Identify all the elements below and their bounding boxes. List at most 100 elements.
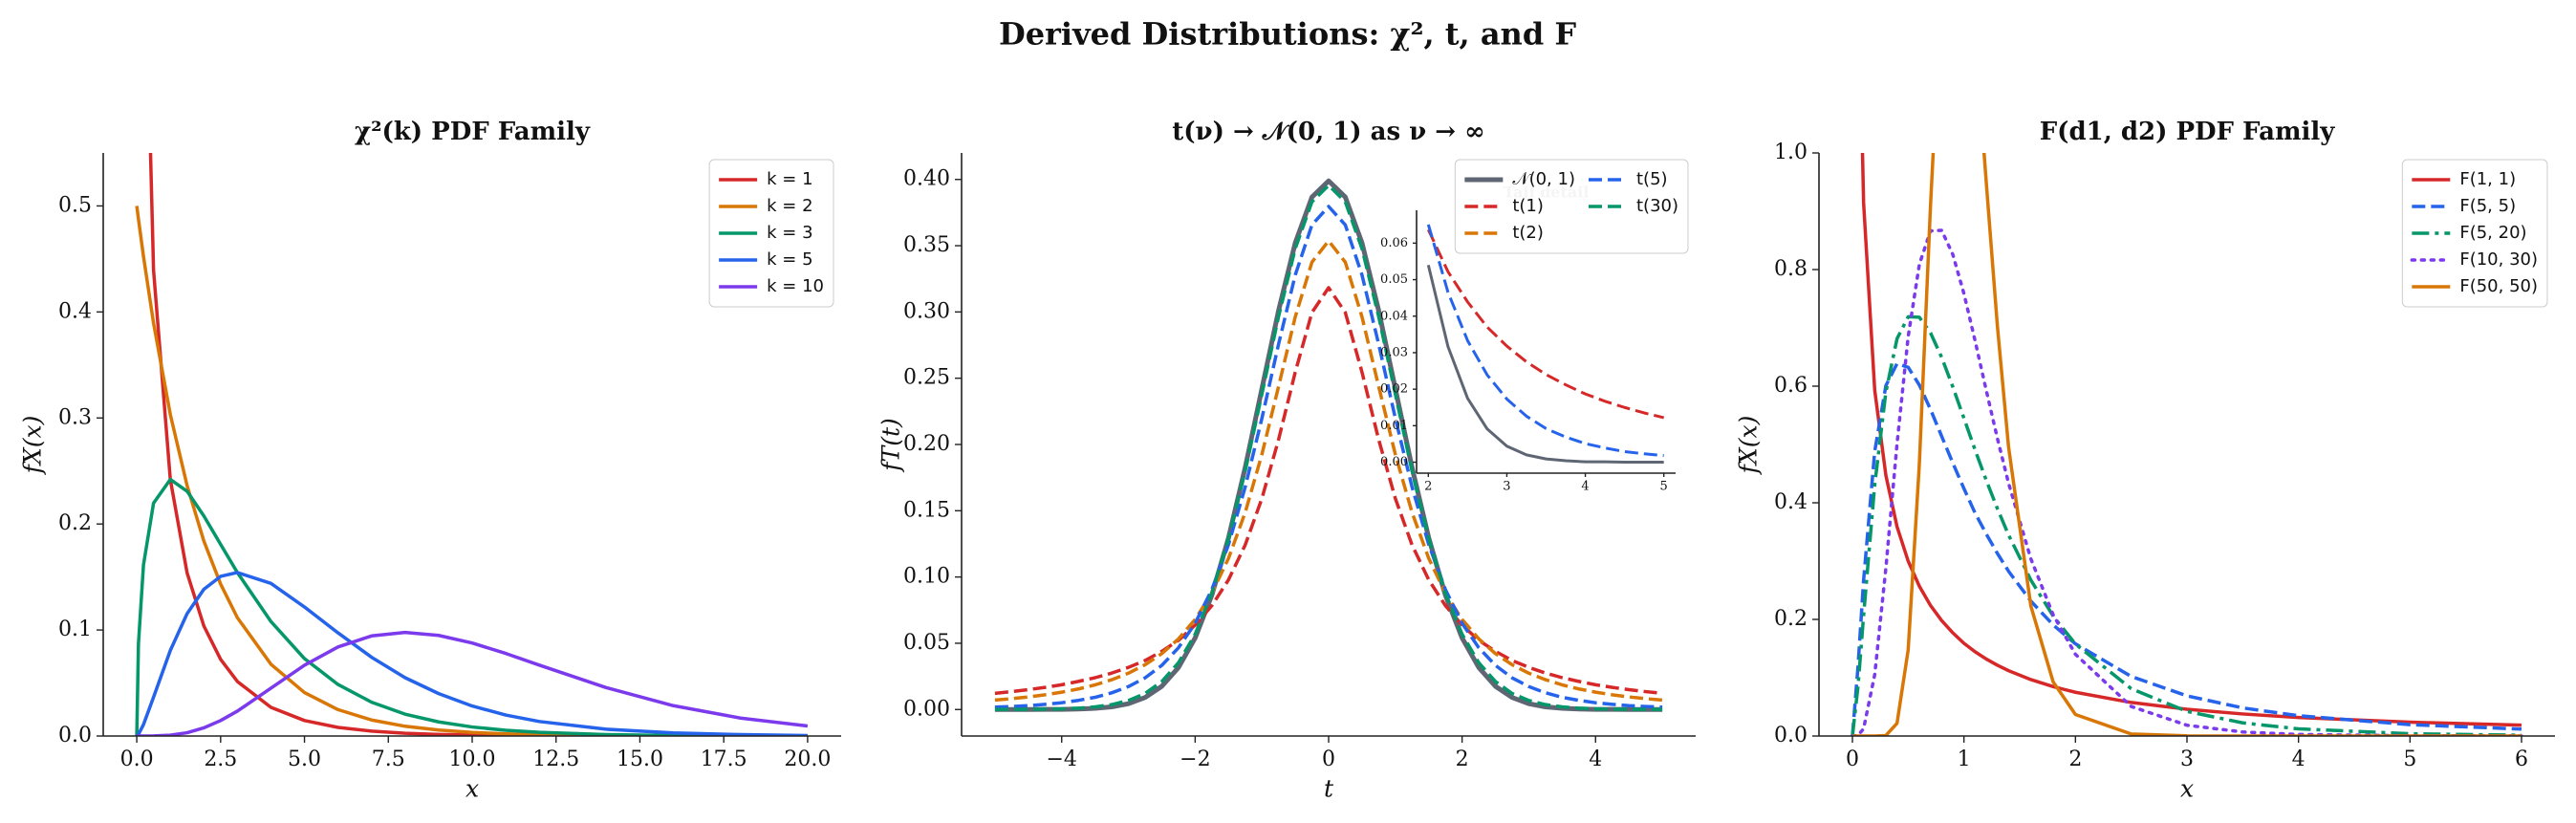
series-line	[994, 205, 1663, 709]
legend-label: k = 3	[767, 223, 812, 243]
y-axis-label: fT(t)	[877, 418, 905, 472]
series-line	[1851, 228, 2523, 736]
series-line	[1851, 314, 2522, 736]
plot-area	[994, 178, 1663, 712]
y-tick-label: 0.8	[1774, 257, 1808, 281]
y-tick-label: 0.6	[1774, 374, 1808, 398]
legend-label: F(1, 1)	[2459, 169, 2516, 189]
y-tick-label: 0.06	[1380, 236, 1408, 250]
legend-box	[1454, 159, 1689, 254]
y-tick-label: 0.05	[903, 631, 950, 655]
figure-title: Derived Distributions: χ², t, and F	[999, 16, 1576, 53]
y-tick-label: 0.00	[1380, 455, 1408, 469]
y-axis-label: fX(x)	[1735, 416, 1763, 476]
plot-area	[1426, 224, 1665, 465]
legend-label: 𝒩(0, 1)	[1512, 169, 1575, 189]
y-axis-label: fX(x)	[19, 416, 47, 476]
y-tick-label: 0.4	[58, 299, 92, 323]
x-tick-label: 2	[1456, 747, 1469, 771]
series-line	[1426, 224, 1664, 458]
x-tick-label: −4	[1047, 747, 1077, 771]
x-tick-label: 5	[1660, 480, 1668, 494]
legend-box	[708, 159, 834, 308]
y-tick-label: 0.4	[1774, 490, 1808, 514]
series-line	[994, 286, 1663, 696]
x-tick-label: 0.0	[120, 747, 154, 771]
legend-label: k = 5	[767, 249, 812, 270]
y-tick-label: 0.04	[1380, 309, 1408, 323]
y-tick-label: 0.35	[903, 233, 950, 257]
series-line	[135, 206, 808, 736]
series-line	[1426, 228, 1665, 420]
y-tick-label: 0.40	[903, 167, 950, 191]
legend-label: F(10, 30)	[2459, 249, 2538, 270]
legend-label: t(30)	[1636, 196, 1678, 216]
subplot-title: χ²(k) PDF Family	[355, 118, 591, 146]
inset-background	[1417, 210, 1676, 473]
y-tick-label: 0.01	[1380, 419, 1408, 433]
y-tick-label: 0.0	[58, 724, 92, 747]
x-tick-label: 3	[1503, 480, 1510, 494]
x-tick-label: −2	[1180, 747, 1210, 771]
series-line	[994, 178, 1663, 712]
legend-label: k = 10	[767, 276, 824, 296]
y-tick-label: 0.05	[1380, 272, 1408, 287]
x-tick-label: 17.5	[701, 747, 747, 771]
subplot-title: t(ν) → 𝒩(0, 1) as ν → ∞	[1172, 118, 1485, 146]
x-tick-label: 5	[2403, 747, 2416, 771]
x-tick-label: 7.5	[372, 747, 405, 771]
y-tick-label: 0.0	[1774, 724, 1808, 747]
x-axis-label: x	[2180, 775, 2194, 803]
x-tick-label: 20.0	[784, 747, 831, 771]
x-tick-label: 4	[2292, 747, 2305, 771]
y-tick-label: 0.1	[58, 617, 92, 641]
x-tick-label: 0	[1322, 747, 1335, 771]
y-tick-label: 0.00	[903, 697, 950, 721]
y-tick-label: 0.20	[903, 432, 950, 456]
x-tick-label: 0	[1846, 747, 1859, 771]
y-tick-label: 0.5	[58, 193, 92, 217]
legend: F(1, 1) F(5, 5) F(5, 20) F(10, 30) F(50, 50)	[2401, 159, 2548, 308]
legend: k = 1 k = 2 k = 3 k = 5 k = 10	[708, 159, 834, 308]
y-tick-label: 0.02	[1380, 382, 1408, 397]
x-tick-label: 6	[2515, 747, 2528, 771]
x-axis-label: x	[465, 775, 479, 803]
y-tick-label: 0.10	[903, 565, 950, 589]
plot-area	[135, 153, 809, 736]
y-tick-label: 0.03	[1380, 345, 1408, 359]
series-line	[148, 153, 808, 736]
series-line	[137, 630, 809, 736]
legend-label: k = 2	[767, 196, 812, 216]
x-tick-label: 5.0	[288, 747, 321, 771]
x-tick-label: 3	[2180, 747, 2194, 771]
legend-label: F(5, 20)	[2459, 223, 2526, 243]
x-tick-label: 15.0	[617, 747, 663, 771]
series-line	[1852, 153, 2522, 736]
legend-label: F(5, 5)	[2459, 196, 2516, 216]
y-tick-label: 0.25	[903, 366, 950, 390]
y-tick-label: 0.2	[58, 511, 92, 535]
subplot-title: F(d1, d2) PDF Family	[2040, 118, 2336, 146]
legend: 𝒩(0, 1) t(1) t(2) t(5) t(30)	[1454, 159, 1689, 254]
legend-label: k = 1	[767, 169, 812, 189]
y-tick-label: 0.15	[903, 498, 950, 522]
y-tick-label: 0.2	[1774, 607, 1808, 631]
legend-label: t(2)	[1512, 223, 1544, 243]
y-tick-label: 1.0	[1774, 141, 1808, 164]
legend-label: t(5)	[1636, 169, 1668, 189]
x-tick-label: 4	[1589, 747, 1602, 771]
x-tick-label: 2	[1424, 480, 1432, 494]
x-tick-label: 2	[2068, 747, 2082, 771]
y-tick-label: 0.3	[58, 405, 92, 429]
legend-label: F(50, 50)	[2459, 276, 2538, 296]
x-axis-label: t	[1324, 775, 1334, 803]
x-tick-label: 2.5	[204, 747, 237, 771]
series-line	[1860, 153, 2522, 727]
series-line	[135, 571, 808, 736]
series-line	[1851, 361, 2522, 736]
series-line	[135, 477, 808, 736]
x-tick-label: 1	[1958, 747, 1971, 771]
x-tick-label: 4	[1581, 480, 1589, 494]
y-tick-label: 0.30	[903, 299, 950, 323]
